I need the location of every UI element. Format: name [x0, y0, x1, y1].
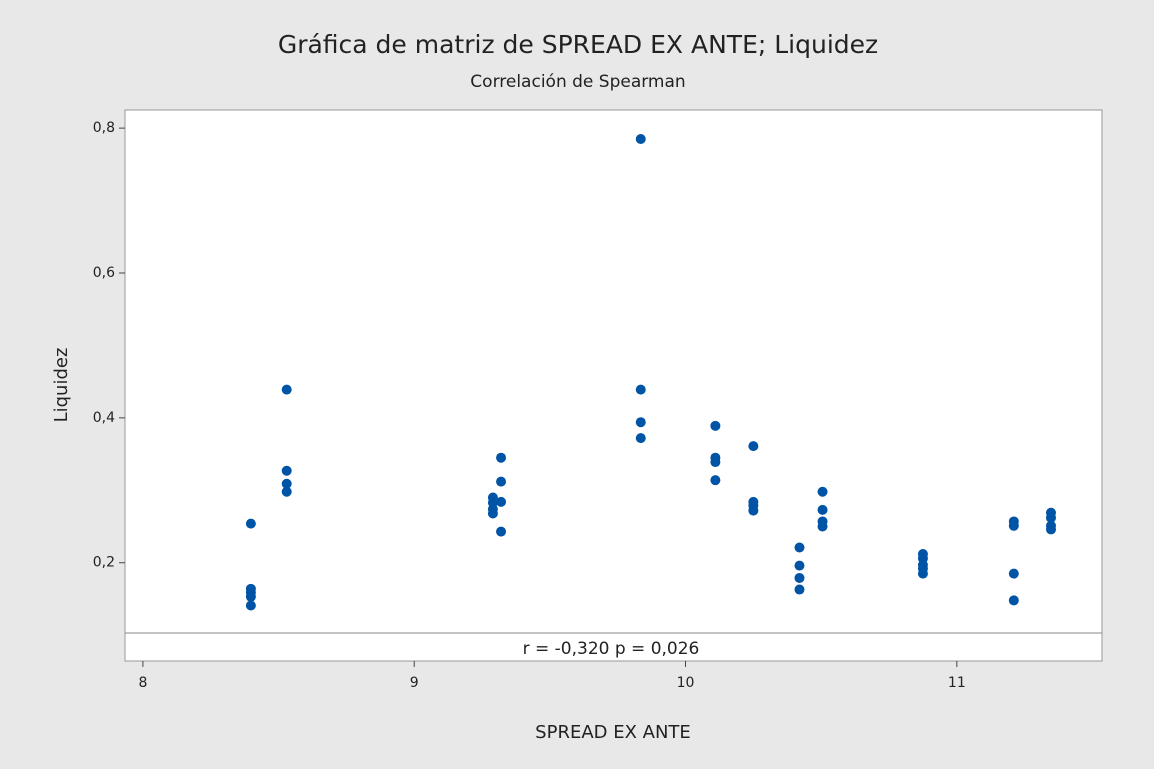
y-tick-label: 0,4: [93, 410, 115, 426]
y-tick-label: 0,6: [93, 265, 115, 281]
x-tick-label: 9: [410, 675, 419, 691]
x-axis-label: SPREAD EX ANTE: [535, 722, 691, 743]
point: [496, 496, 507, 507]
point: [1045, 524, 1056, 535]
point: [817, 504, 828, 515]
point: [281, 465, 292, 476]
y-tick-label: 0,8: [93, 120, 115, 136]
point: [245, 518, 256, 529]
y-axis-label: Liquidez: [51, 348, 72, 423]
point: [748, 505, 759, 516]
point: [635, 417, 646, 428]
point: [710, 457, 721, 468]
point: [281, 384, 292, 395]
point: [817, 486, 828, 497]
point: [281, 478, 292, 489]
chart-subtitle: Correlación de Spearman: [470, 72, 685, 92]
point: [710, 475, 721, 486]
point: [281, 486, 292, 497]
point: [794, 572, 805, 583]
point: [817, 521, 828, 532]
point: [917, 568, 928, 579]
annotation: r = -0,320 p = 0,026: [523, 639, 700, 659]
point: [1008, 568, 1019, 579]
point: [496, 526, 507, 537]
point: [635, 133, 646, 144]
point: [245, 591, 256, 602]
point: [710, 420, 721, 431]
plot-area: [124, 109, 1103, 662]
point: [635, 433, 646, 444]
x-tick-label: 8: [138, 675, 147, 691]
point: [496, 452, 507, 463]
point: [1008, 595, 1019, 606]
chart-title: Gráfica de matriz de SPREAD EX ANTE; Liq…: [278, 30, 878, 59]
x-tick-label: 10: [677, 675, 695, 691]
point: [635, 384, 646, 395]
y-tick-label: 0,2: [93, 555, 115, 571]
point: [1008, 520, 1019, 531]
point: [1045, 512, 1056, 523]
x-tick-label: 11: [948, 675, 966, 691]
point: [794, 584, 805, 595]
point: [794, 542, 805, 553]
point: [794, 560, 805, 571]
point: [496, 476, 507, 487]
point: [487, 508, 498, 519]
point: [245, 600, 256, 611]
point: [748, 441, 759, 452]
